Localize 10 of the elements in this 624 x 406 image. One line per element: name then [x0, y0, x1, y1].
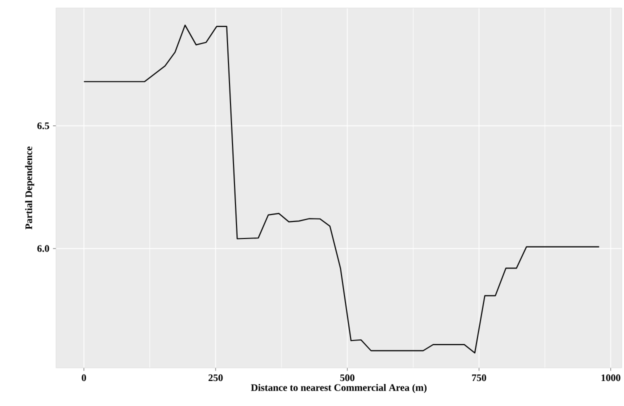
- line-series: [83, 24, 600, 354]
- x-axis-title: Distance to nearest Commercial Area (m): [250, 384, 427, 394]
- y-tick-label: 6.5: [37, 122, 50, 130]
- x-tick-label: 750: [472, 374, 486, 382]
- x-tick-label: 500: [340, 374, 354, 382]
- y-tick-label: 6.0: [37, 245, 50, 252]
- x-tick-label: 250: [208, 374, 223, 382]
- x-tick-label: 1000: [602, 374, 620, 382]
- y-axis-title: Partial Dependence: [25, 146, 34, 230]
- x-tick-label: 0: [82, 374, 86, 382]
